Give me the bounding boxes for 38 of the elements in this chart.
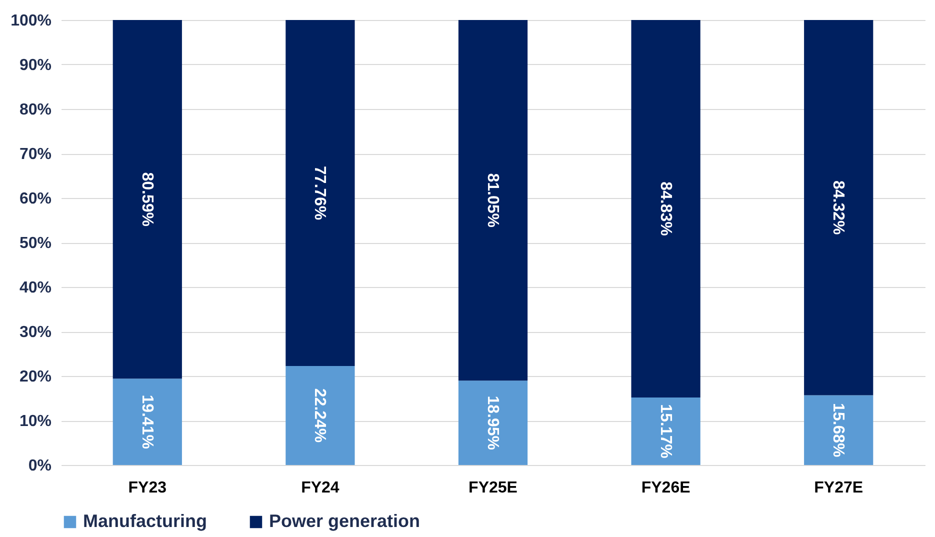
y-tick-label: 40% <box>19 280 52 296</box>
bar <box>458 20 528 381</box>
legend-label: Manufacturing <box>83 511 207 531</box>
data-label: 77.76% <box>311 166 328 220</box>
data-label: 19.41% <box>138 394 156 449</box>
data-label: 18.95% <box>484 396 501 450</box>
data-label: 84.32% <box>830 180 847 235</box>
y-tick-label: 0% <box>28 458 52 474</box>
data-label: 15.17% <box>656 404 674 458</box>
y-tick-label: 50% <box>19 235 52 252</box>
x-tick-label: FY27E <box>814 480 864 496</box>
bar <box>286 20 355 366</box>
bar <box>112 378 182 465</box>
y-tick-label: 70% <box>19 146 52 163</box>
x-tick-label: FY24 <box>301 480 340 496</box>
y-tick-label: 30% <box>19 324 52 341</box>
x-tick-label: FY26E <box>641 480 691 496</box>
data-label: 81.05% <box>484 173 501 228</box>
data-label: 22.24% <box>311 388 328 443</box>
data-label: 15.68% <box>830 402 847 458</box>
x-tick-label: FY23 <box>128 480 167 496</box>
y-tick-label: 90% <box>19 57 52 74</box>
y-tick-label: 80% <box>19 102 52 118</box>
bar <box>286 366 355 465</box>
data-label: 84.83% <box>656 182 674 236</box>
data-label: 80.59% <box>138 172 156 226</box>
y-tick-label: 10% <box>19 413 52 430</box>
bar <box>804 20 874 396</box>
y-tick-label: 60% <box>19 190 52 208</box>
legend-label: Power generation <box>269 511 420 531</box>
x-tick-label: FY25E <box>468 480 518 496</box>
bar <box>631 397 700 465</box>
bar <box>631 20 700 398</box>
y-tick-label: 20% <box>19 368 52 386</box>
bar <box>804 395 874 465</box>
bar <box>112 20 182 379</box>
y-tick-label: 100% <box>10 12 52 30</box>
bar <box>458 380 528 465</box>
